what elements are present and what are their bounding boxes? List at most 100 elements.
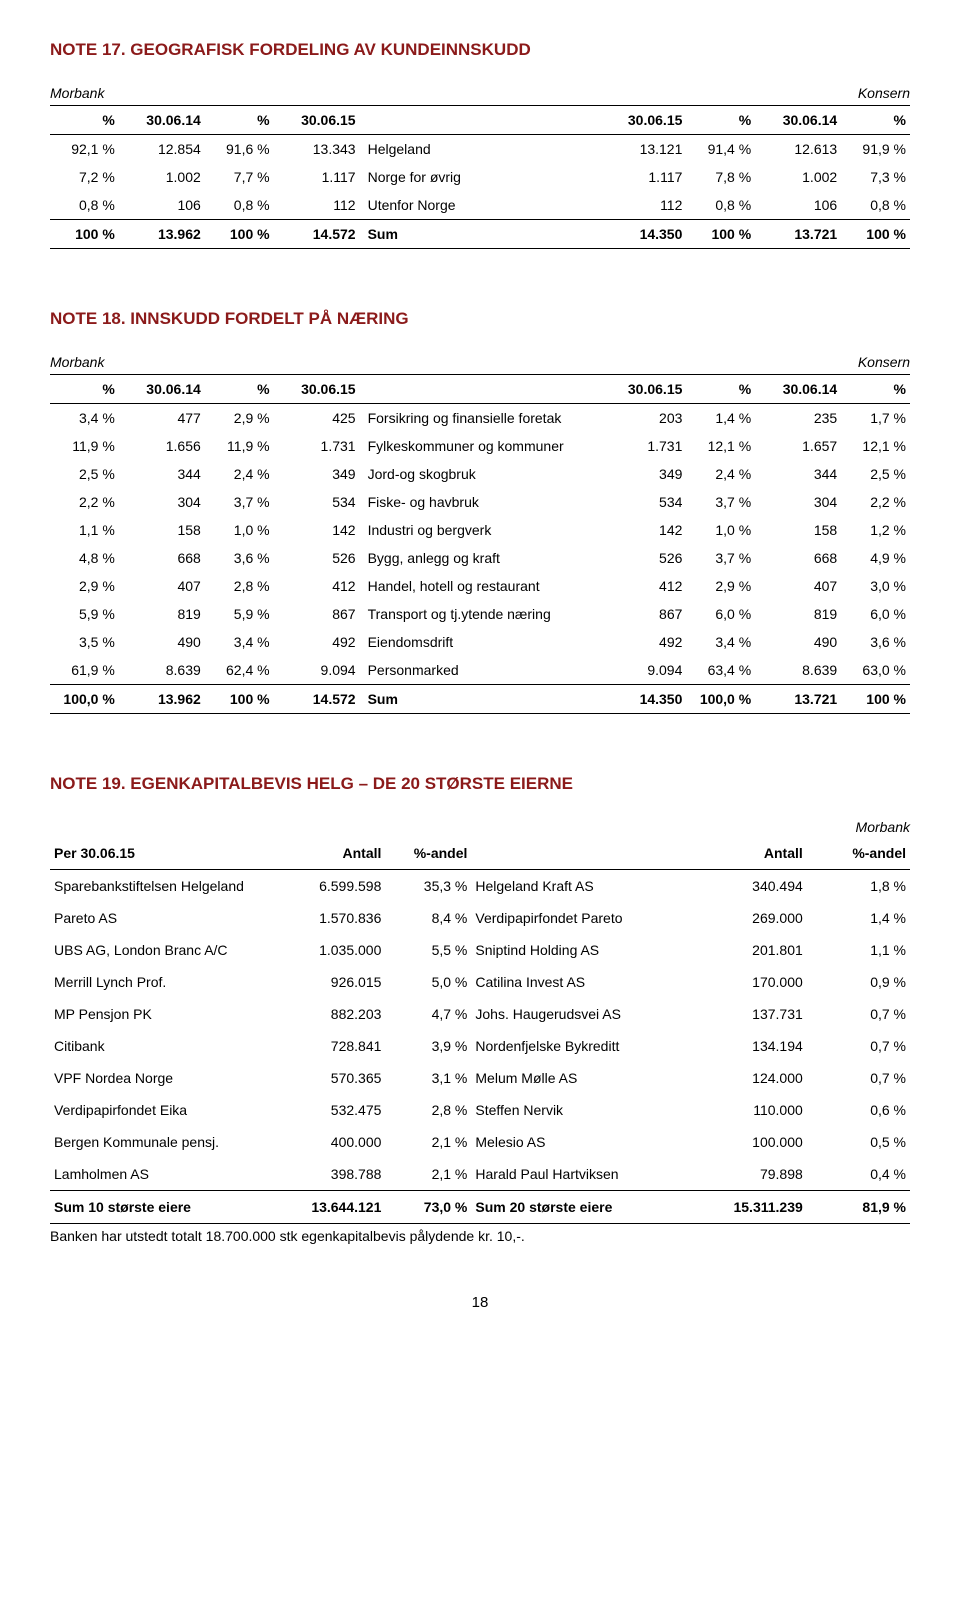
cell: 0,7 % (807, 1062, 910, 1094)
cell: 532.475 (282, 1094, 385, 1126)
col-header: % (205, 106, 274, 135)
sum-cell: 100 % (841, 685, 910, 714)
cell: 61,9 % (50, 656, 119, 685)
cell: 142 (274, 516, 360, 544)
cell: 1,0 % (205, 516, 274, 544)
cell: 819 (119, 600, 205, 628)
cell: 412 (274, 572, 360, 600)
konsern-label: Konsern (858, 354, 910, 370)
table-row: 61,9 %8.63962,4 %9.094Personmarked9.0946… (50, 656, 910, 685)
note19-title: NOTE 19. EGENKAPITALBEVIS HELG – DE 20 S… (50, 774, 910, 794)
cell: 4,9 % (841, 544, 910, 572)
cell: Melum Mølle AS (471, 1062, 703, 1094)
cell: 269.000 (704, 902, 807, 934)
cell: 91,6 % (205, 135, 274, 164)
col-header: 30.06.14 (119, 106, 205, 135)
cell: 819 (755, 600, 841, 628)
sum-cell: 13.962 (119, 220, 205, 249)
cell: 1.117 (600, 163, 686, 191)
cell: 1.656 (119, 432, 205, 460)
cell: 477 (119, 404, 205, 433)
note18-table: %30.06.14%30.06.1530.06.15%30.06.14%3,4 … (50, 375, 910, 714)
sum-cell: 100 % (50, 220, 119, 249)
table-row: Sparebankstiftelsen Helgeland6.599.59835… (50, 870, 910, 903)
cell: Catilina Invest AS (471, 966, 703, 998)
cell: Merrill Lynch Prof. (50, 966, 282, 998)
cell: 63,0 % (841, 656, 910, 685)
cell: 235 (755, 404, 841, 433)
cell: Fiske- og havbruk (360, 488, 601, 516)
table-row: Verdipapirfondet Eika532.4752,8 %Steffen… (50, 1094, 910, 1126)
cell: 11,9 % (205, 432, 274, 460)
sum-cell: 13.721 (755, 220, 841, 249)
cell: 1,4 % (686, 404, 755, 433)
table-row: 5,9 %8195,9 %867Transport og tj.ytende n… (50, 600, 910, 628)
cell: MP Pensjon PK (50, 998, 282, 1030)
cell: 3,7 % (205, 488, 274, 516)
cell: 158 (755, 516, 841, 544)
cell: 112 (274, 191, 360, 220)
cell: 882.203 (282, 998, 385, 1030)
cell: 2,8 % (385, 1094, 471, 1126)
cell: 344 (755, 460, 841, 488)
cell: Industri og bergverk (360, 516, 601, 544)
sum-row: 100,0 %13.962100 %14.572Sum14.350100,0 %… (50, 685, 910, 714)
cell: Melesio AS (471, 1126, 703, 1158)
cell: 7,3 % (841, 163, 910, 191)
cell: 0,6 % (807, 1094, 910, 1126)
sum-cell: 100 % (205, 685, 274, 714)
cell: 7,2 % (50, 163, 119, 191)
cell: 0,7 % (807, 998, 910, 1030)
table-row: Citibank728.8413,9 %Nordenfjelske Bykred… (50, 1030, 910, 1062)
col-header: Antall (282, 837, 385, 870)
morbank-label: Morbank (50, 354, 104, 370)
col-header: 30.06.14 (755, 375, 841, 404)
cell: 5,0 % (385, 966, 471, 998)
cell: 3,0 % (841, 572, 910, 600)
sum-cell: 100 % (841, 220, 910, 249)
cell: Harald Paul Hartviksen (471, 1158, 703, 1191)
sum-cell: 73,0 % (385, 1191, 471, 1224)
cell: Steffen Nervik (471, 1094, 703, 1126)
cell: 8.639 (755, 656, 841, 685)
table-row: Bergen Kommunale pensj.400.0002,1 %Meles… (50, 1126, 910, 1158)
table-row: 2,5 %3442,4 %349Jord-og skogbruk3492,4 %… (50, 460, 910, 488)
table-row: Merrill Lynch Prof.926.0155,0 %Catilina … (50, 966, 910, 998)
cell: 349 (274, 460, 360, 488)
cell: 0,8 % (50, 191, 119, 220)
cell: 201.801 (704, 934, 807, 966)
cell: 35,3 % (385, 870, 471, 903)
sum-cell: 14.350 (600, 220, 686, 249)
cell: 5,9 % (50, 600, 119, 628)
table-row: 3,4 %4772,9 %425Forsikring og finansiell… (50, 404, 910, 433)
cell: 490 (119, 628, 205, 656)
cell: 526 (600, 544, 686, 572)
cell: 344 (119, 460, 205, 488)
sum-cell: 100 % (686, 220, 755, 249)
sum-cell: 14.350 (600, 685, 686, 714)
table-row: 7,2 %1.0027,7 %1.117Norge for øvrig1.117… (50, 163, 910, 191)
col-header: % (205, 375, 274, 404)
note17-table: %30.06.14%30.06.1530.06.15%30.06.14%92,1… (50, 106, 910, 249)
cell: 1.035.000 (282, 934, 385, 966)
cell: Handel, hotell og restaurant (360, 572, 601, 600)
sum-cell: 100,0 % (686, 685, 755, 714)
cell: 4,7 % (385, 998, 471, 1030)
cell: 2,2 % (50, 488, 119, 516)
col-header: % (50, 375, 119, 404)
note19-table: Per 30.06.15Antall%-andelAntall%-andelSp… (50, 837, 910, 1224)
cell: 1,4 % (807, 902, 910, 934)
cell: Fylkeskommuner og kommuner (360, 432, 601, 460)
cell: 340.494 (704, 870, 807, 903)
cell: VPF Nordea Norge (50, 1062, 282, 1094)
cell: 4,8 % (50, 544, 119, 572)
cell: 570.365 (282, 1062, 385, 1094)
cell: 2,9 % (205, 404, 274, 433)
cell: 407 (755, 572, 841, 600)
note19-footnote: Banken har utstedt totalt 18.700.000 stk… (50, 1228, 910, 1244)
cell: 0,8 % (841, 191, 910, 220)
cell: 106 (755, 191, 841, 220)
col-header: Antall (704, 837, 807, 870)
cell: 2,4 % (686, 460, 755, 488)
cell: 8,4 % (385, 902, 471, 934)
